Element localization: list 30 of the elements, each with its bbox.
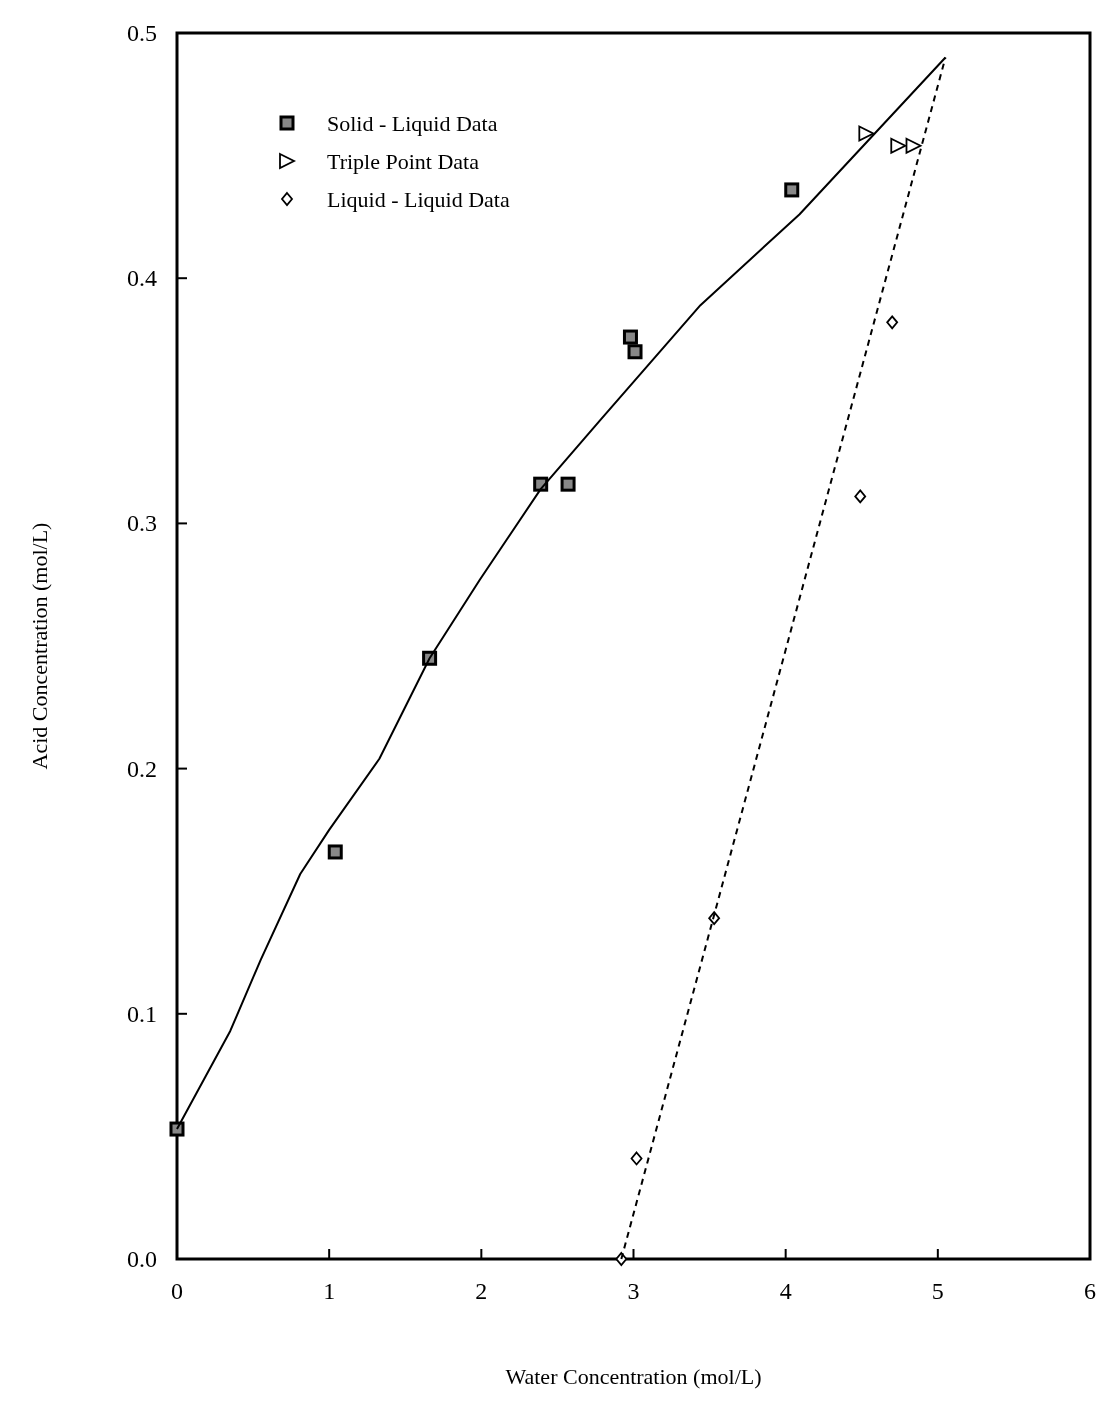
y-tick-label: 0.0 bbox=[127, 1246, 157, 1272]
x-axis-title: Water Concentration (mol/L) bbox=[505, 1364, 762, 1389]
point bbox=[784, 182, 800, 198]
legend-label: Triple Point Data bbox=[327, 149, 480, 174]
point bbox=[560, 476, 576, 492]
y-tick-label: 0.5 bbox=[127, 20, 157, 46]
y-axis-title: Acid Concentration (mol/L) bbox=[27, 522, 52, 770]
point bbox=[858, 125, 875, 142]
x-tick-label: 0 bbox=[171, 1278, 183, 1304]
x-tick-label: 2 bbox=[475, 1278, 488, 1304]
x-tick-label: 3 bbox=[627, 1278, 640, 1304]
x-tick-label: 1 bbox=[323, 1278, 336, 1304]
point bbox=[905, 137, 922, 154]
point bbox=[169, 1121, 185, 1137]
point bbox=[327, 844, 343, 860]
legend-label: Liquid - Liquid Data bbox=[327, 187, 510, 212]
point bbox=[627, 344, 643, 360]
x-tick-label: 4 bbox=[779, 1278, 792, 1304]
y-tick-label: 0.2 bbox=[127, 755, 157, 782]
y-tick-label: 0.1 bbox=[127, 1000, 157, 1027]
x-tick-label: 5 bbox=[931, 1278, 944, 1304]
y-tick-label: 0.4 bbox=[127, 265, 157, 292]
point bbox=[890, 137, 907, 154]
y-tick-label: 0.3 bbox=[127, 510, 157, 537]
point bbox=[854, 489, 867, 504]
point bbox=[622, 329, 638, 345]
legend-label: Solid - Liquid Data bbox=[327, 111, 498, 136]
point bbox=[886, 315, 899, 330]
point bbox=[630, 1151, 643, 1166]
x-tick-label: 6 bbox=[1084, 1278, 1096, 1304]
